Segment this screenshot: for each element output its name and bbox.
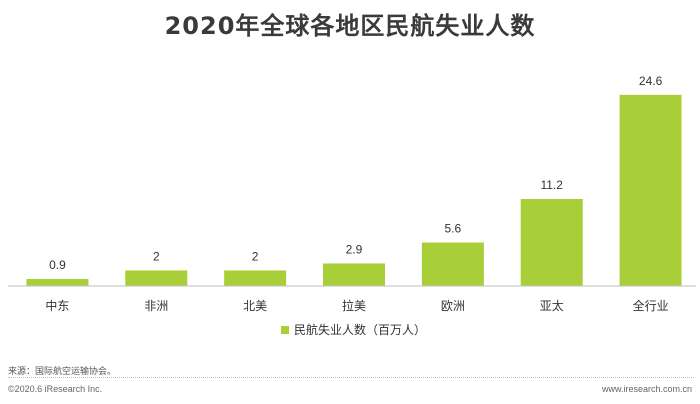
category-label: 欧洲 [441, 299, 465, 313]
bar [26, 279, 89, 286]
legend-swatch [281, 326, 289, 334]
bar-value-label: 0.9 [49, 258, 66, 272]
bar-value-label: 5.6 [445, 221, 462, 235]
bar [125, 270, 188, 286]
bar-value-label: 24.6 [639, 74, 663, 88]
legend-label: 民航失业人数（百万人） [294, 322, 426, 337]
bar-value-label: 11.2 [540, 178, 563, 192]
bar-value-label: 2.9 [346, 242, 363, 256]
footer-divider [8, 377, 694, 378]
source-note: 来源：国际航空运输协会。 [8, 367, 117, 377]
bar-value-label: 2 [153, 249, 160, 263]
bar-value-label: 2 [252, 249, 259, 263]
category-label: 拉美 [342, 298, 366, 313]
chart-title: 2020年全球各地区民航失业人数 [164, 12, 536, 40]
category-label: 非洲 [144, 299, 168, 313]
category-label: 北美 [243, 299, 267, 313]
category-label: 中东 [45, 298, 69, 313]
website-url: www.iresearch.com.cn [601, 384, 692, 394]
category-label: 亚太 [540, 298, 564, 313]
bar [619, 94, 682, 286]
bar [224, 270, 287, 286]
bar [323, 263, 385, 286]
bar [520, 198, 583, 286]
bar [421, 242, 484, 286]
copyright-text: ©2020.6 iResearch Inc. [8, 384, 103, 394]
category-label: 全行业 [633, 298, 669, 313]
